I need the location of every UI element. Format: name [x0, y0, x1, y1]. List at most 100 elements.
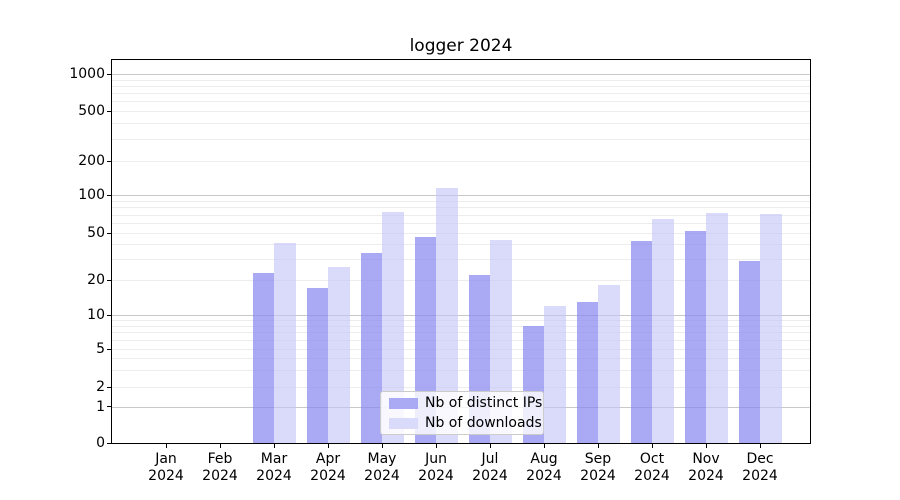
x-tick-mark: [327, 444, 329, 448]
gridline-minor: [112, 223, 810, 224]
gridline-minor: [112, 111, 810, 112]
gridline-minor: [112, 214, 810, 216]
gridline-minor: [112, 358, 810, 360]
y-tick-label: 500: [78, 103, 105, 119]
x-tick-month: Apr: [315, 451, 341, 467]
x-tick-label: Apr 2024: [301, 451, 355, 485]
bar-downloads-sep: [598, 285, 620, 443]
x-tick-month: Feb: [207, 451, 233, 467]
y-tick-mark: [107, 442, 111, 444]
gridline-minor: [112, 259, 810, 261]
bar-distinct-ips-may: [360, 252, 382, 443]
x-tick-label: May 2024: [355, 451, 409, 485]
bar-distinct-ips-mar: [252, 272, 274, 443]
x-tick-label: Jun 2024: [409, 451, 463, 485]
bar-downloads-aug: [544, 305, 566, 443]
legend-label-downloads: Nb of downloads: [425, 414, 542, 431]
legend-swatch-distinct-ips: [389, 397, 418, 409]
x-tick-year: 2024: [202, 468, 238, 484]
x-tick-month: Nov: [692, 451, 720, 467]
gridline-minor: [112, 349, 810, 350]
x-tick-label: Feb 2024: [193, 451, 247, 485]
gridline-minor: [112, 138, 810, 140]
gridline-minor: [112, 93, 810, 95]
y-tick-mark: [107, 386, 111, 388]
x-tick-year: 2024: [634, 468, 670, 484]
legend-label-distinct-ips: Nb of distinct IPs: [425, 394, 543, 411]
x-tick-label: Nov 2024: [679, 451, 733, 485]
chart-title: logger 2024: [409, 36, 513, 56]
x-tick-year: 2024: [148, 468, 184, 484]
x-tick-month: Sep: [584, 451, 612, 467]
gridline-minor: [112, 161, 810, 162]
y-tick-mark: [107, 110, 111, 112]
bar-distinct-ips-oct: [630, 240, 652, 443]
y-tick-label: 10: [87, 307, 105, 323]
legend-swatch-downloads: [389, 417, 418, 429]
bar-downloads-oct: [652, 218, 674, 443]
legend: Nb of distinct IPs Nb of downloads: [380, 391, 544, 435]
x-tick-year: 2024: [526, 468, 562, 484]
x-tick-mark: [705, 444, 707, 448]
gridline-minor: [112, 280, 810, 281]
x-tick-label: Dec 2024: [733, 451, 787, 485]
legend-entry-downloads: Nb of downloads: [389, 415, 542, 432]
x-tick-label: Sep 2024: [571, 451, 625, 485]
x-tick-mark: [543, 444, 545, 448]
y-tick-mark: [107, 279, 111, 281]
y-tick-label: 100: [78, 187, 105, 203]
bar-downloads-jun: [436, 188, 458, 443]
y-tick-label: 1: [96, 398, 105, 415]
y-tick-label: 50: [87, 225, 105, 241]
gridline-minor: [112, 332, 810, 334]
x-tick-year: 2024: [742, 468, 778, 484]
y-tick-mark: [107, 406, 111, 408]
bar-downloads-mar: [274, 243, 296, 443]
y-tick-mark: [107, 348, 111, 350]
y-tick-label: 0: [96, 435, 105, 451]
x-tick-year: 2024: [580, 468, 616, 484]
gridline-minor: [112, 244, 810, 246]
x-tick-year: 2024: [256, 468, 292, 484]
x-tick-mark: [597, 444, 599, 448]
x-tick-month: May: [367, 451, 397, 467]
x-tick-year: 2024: [310, 468, 346, 484]
x-tick-label: Oct 2024: [625, 451, 679, 485]
gridline-minor: [112, 233, 810, 234]
bar-downloads-nov: [706, 213, 728, 443]
legend-entry-distinct-ips: Nb of distinct IPs: [389, 395, 542, 412]
y-tick-label: 5: [96, 341, 105, 357]
y-tick-mark: [107, 73, 111, 75]
x-tick-month: Jan: [155, 451, 177, 467]
gridline-minor: [112, 325, 810, 327]
gridline-minor: [112, 85, 810, 87]
x-tick-label: Jul 2024: [463, 451, 517, 485]
x-tick-mark: [165, 444, 167, 448]
plot-area: [112, 60, 810, 443]
x-tick-label: Aug 2024: [517, 451, 571, 485]
bar-distinct-ips-sep: [576, 301, 598, 443]
x-tick-mark: [219, 444, 221, 448]
gridline-minor: [112, 370, 810, 372]
gridline-minor: [112, 101, 810, 103]
x-tick-month: Aug: [530, 451, 558, 467]
y-tick-label: 2: [96, 379, 105, 395]
x-tick-month: Oct: [639, 451, 665, 467]
gridline-major: [112, 315, 810, 316]
gridline-minor: [112, 207, 810, 209]
x-tick-month: Jul: [481, 451, 499, 467]
bar-downloads-dec: [760, 213, 782, 443]
y-tick-mark: [107, 232, 111, 234]
y-tick-mark: [107, 314, 111, 316]
x-tick-year: 2024: [472, 468, 508, 484]
gridline-minor: [112, 123, 810, 125]
x-tick-month: Jun: [425, 451, 447, 467]
gridline-minor: [112, 200, 810, 202]
bar-downloads-may: [382, 211, 404, 443]
x-tick-year: 2024: [688, 468, 724, 484]
x-tick-mark: [759, 444, 761, 448]
bar-downloads-apr: [328, 266, 350, 443]
bar-distinct-ips-apr: [306, 288, 328, 443]
x-tick-year: 2024: [364, 468, 400, 484]
